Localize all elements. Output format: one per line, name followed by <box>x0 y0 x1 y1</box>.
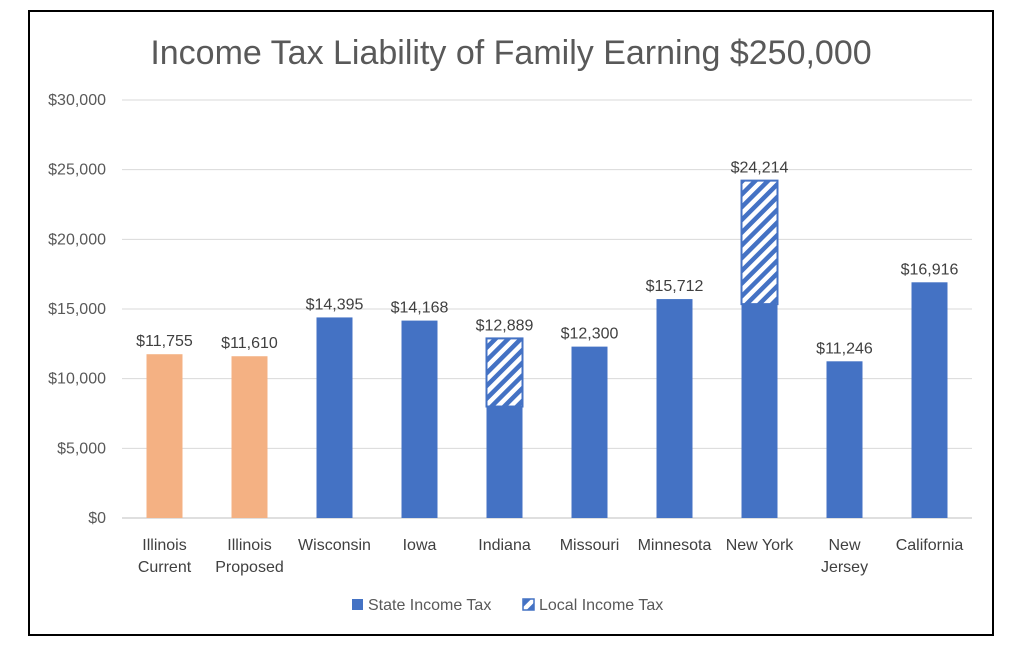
x-tick-label: Jersey <box>821 559 868 576</box>
x-tick-label: Illinois <box>227 537 271 554</box>
data-label: $11,610 <box>221 335 278 352</box>
bar-state-income-tax <box>231 356 268 518</box>
data-label: $11,246 <box>816 340 873 357</box>
x-tick-label: Minnesota <box>638 537 712 554</box>
data-label: $14,168 <box>391 300 449 317</box>
legend-swatch-local <box>522 598 535 611</box>
x-tick-label: Proposed <box>215 559 284 576</box>
bars <box>146 179 948 518</box>
data-label: $16,916 <box>901 261 959 278</box>
chart-frame: Income Tax Liability of Family Earning $… <box>28 10 994 636</box>
legend-label-state: State Income Tax <box>368 597 491 614</box>
x-tick-label: Current <box>138 559 192 576</box>
data-label: $14,395 <box>306 296 364 313</box>
x-tick-label: Wisconsin <box>298 537 371 554</box>
y-tick-label: $0 <box>88 510 106 527</box>
x-tick-label: Iowa <box>403 537 437 554</box>
x-tick-label: Indiana <box>478 537 531 554</box>
bar-state-income-tax <box>826 361 863 518</box>
bar-state-income-tax <box>656 299 693 518</box>
bar-state-income-tax <box>486 406 523 518</box>
x-tick-label: New York <box>726 537 795 554</box>
bar-local-income-tax <box>485 337 524 408</box>
chart-title: Income Tax Liability of Family Earning $… <box>150 34 871 72</box>
legend-swatch-state <box>352 599 363 610</box>
y-axis: $0 $5,000 $10,000 $15,000 $20,000 $25,000 $30,… <box>48 92 106 527</box>
y-tick-label: $20,000 <box>48 231 106 248</box>
data-label: $15,712 <box>646 278 704 295</box>
y-tick-label: $15,000 <box>48 301 106 318</box>
data-label: $12,300 <box>561 326 619 343</box>
data-label: $24,214 <box>731 160 789 177</box>
x-axis: Illinois Current Illinois Proposed Wisconsin… <box>138 537 964 576</box>
y-tick-label: $10,000 <box>48 371 106 388</box>
bar-state-income-tax <box>401 320 438 518</box>
bar-state-income-tax <box>146 354 183 518</box>
x-tick-label: Missouri <box>560 537 620 554</box>
x-tick-label: Illinois <box>142 537 186 554</box>
x-tick-label: California <box>896 537 964 554</box>
bar-local-income-tax <box>740 179 779 306</box>
y-tick-label: $25,000 <box>48 162 106 179</box>
legend-label-local: Local Income Tax <box>539 597 663 614</box>
bar-chart: Income Tax Liability of Family Earning $… <box>48 34 972 614</box>
y-tick-label: $5,000 <box>57 440 106 457</box>
data-labels: $11,755 $11,610 $14,395 $14,168 $12,889 $12,3… <box>136 160 958 358</box>
y-tick-label: $30,000 <box>48 92 106 109</box>
bar-state-income-tax <box>911 282 948 518</box>
legend: State Income Tax Local Income Tax <box>352 597 663 614</box>
x-tick-label: New <box>828 537 860 554</box>
data-label: $12,889 <box>476 317 534 334</box>
bar-state-income-tax <box>316 317 353 518</box>
data-label: $11,755 <box>136 333 193 350</box>
bar-state-income-tax <box>571 346 608 518</box>
bar-state-income-tax <box>741 304 778 518</box>
